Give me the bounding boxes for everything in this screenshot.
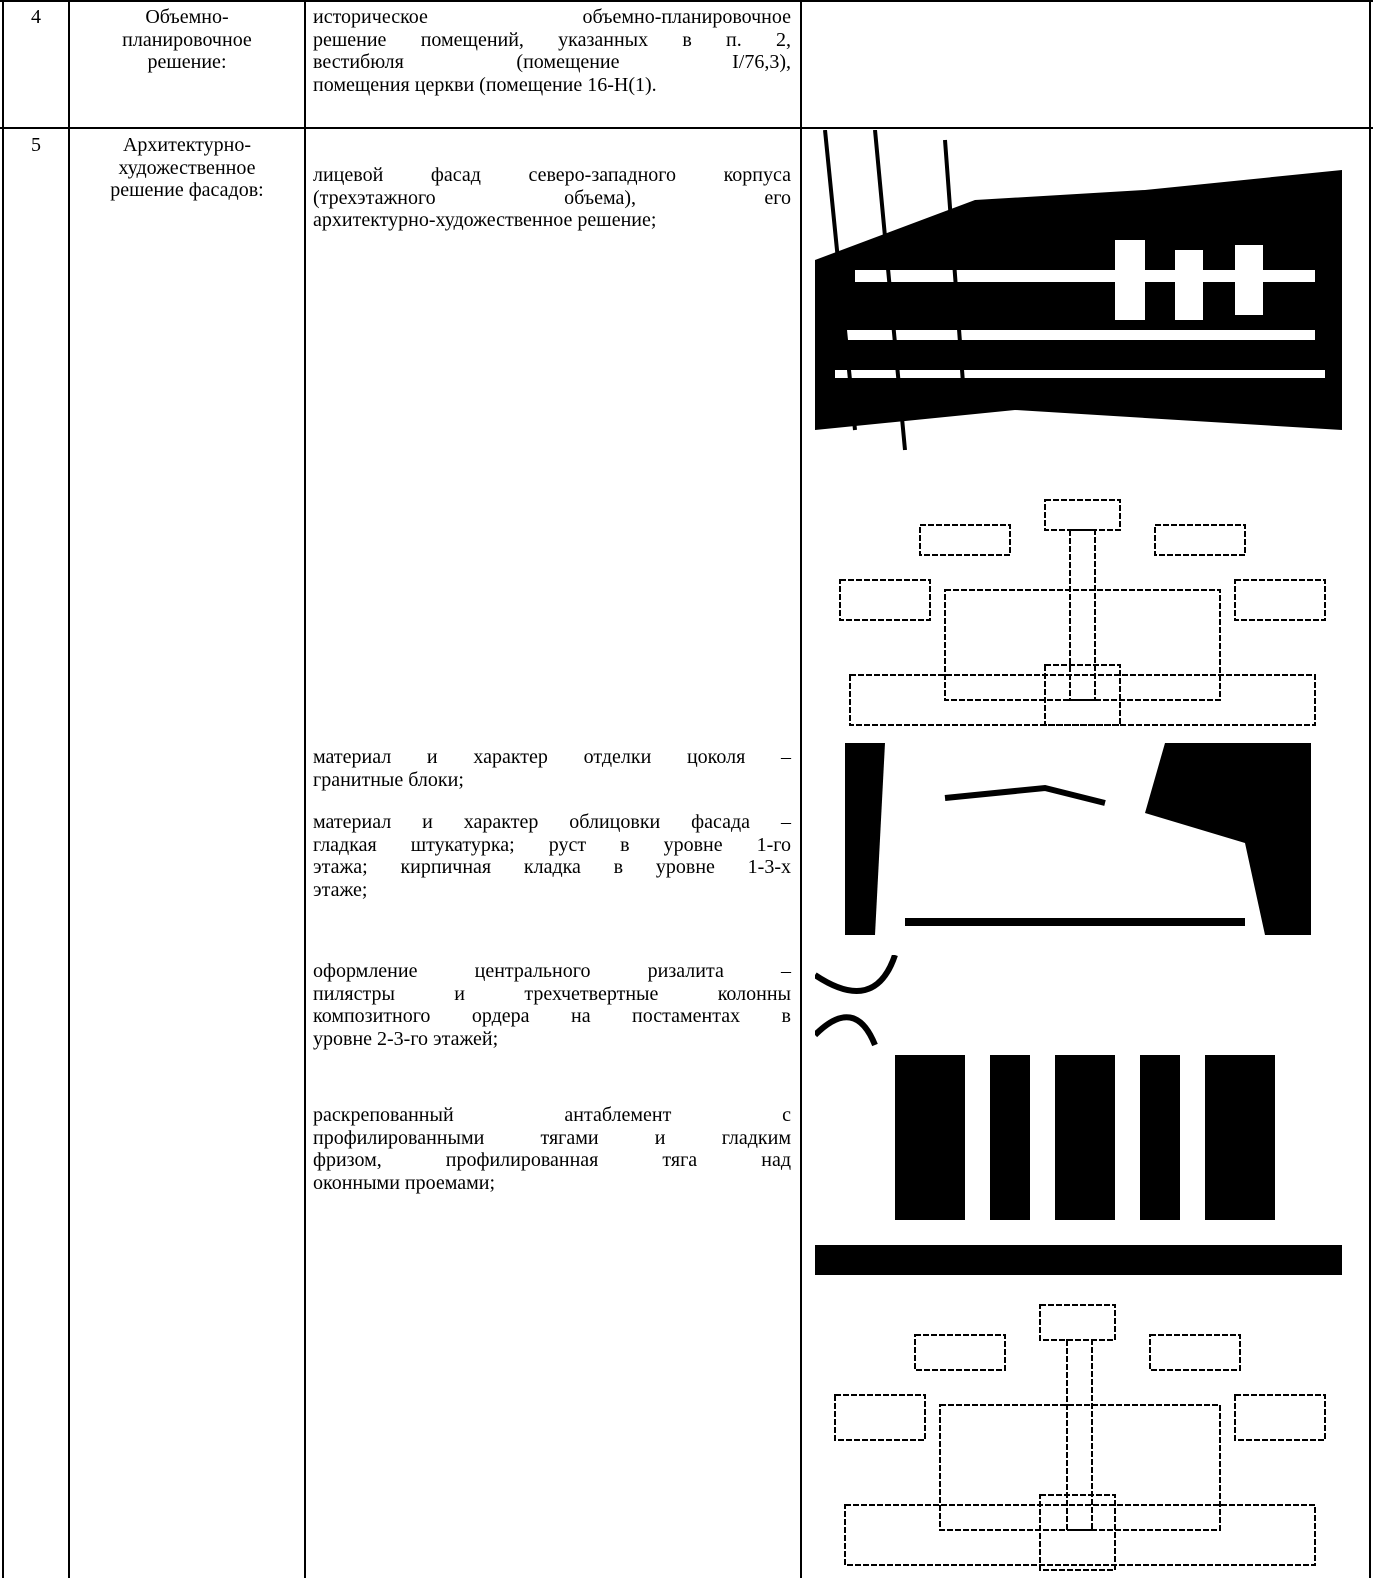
paragraph: материал и характер отделки цоколя – гран… [313, 746, 791, 791]
paragraph: историческое объемно-планировочное решени… [313, 6, 791, 96]
text-line: архитектурно-художественное решение; [313, 209, 657, 231]
text-line: этаже; [313, 878, 368, 901]
row-number: 5 [31, 134, 41, 156]
column-border [68, 0, 70, 1578]
text-line: историческое объемно-планировочное [313, 6, 791, 28]
text-line: решение помещений, указанных в п. 2, [313, 28, 791, 51]
heading-line: Архитектурно- [122, 134, 252, 156]
floor-plan [834, 1304, 1326, 1571]
paragraph: раскрепованный антаблемент с профилирован… [313, 1104, 791, 1194]
plinth-photo [845, 743, 1311, 935]
text-line: лицевой фасад северо-западного корпуса [313, 164, 791, 186]
row-heading: Объемно-планировочное решение: [70, 6, 304, 74]
facade-photo [815, 130, 1342, 482]
text-line: композитного ордера на постаментах в [313, 1005, 791, 1027]
text-line: помещения церкви (помещение 16-Н(1). [313, 73, 657, 96]
text-line: гладкая штукатурка; руст в уровне 1-го [313, 833, 791, 856]
table-border [1369, 0, 1371, 1578]
table-border [2, 0, 4, 1578]
text-line: уровне 2-3-го этажей; [313, 1027, 499, 1050]
text-line: пилястры и трехчетвертные колонны [313, 982, 791, 1005]
heading-line: художественное [118, 156, 256, 179]
text-line: вестибюля (помещение I/76,3), [313, 51, 791, 73]
paragraph: оформление центрального ризалита – пиляст… [313, 960, 791, 1050]
text-line: гранитные блоки; [313, 768, 464, 791]
text-line: фризом, профилированная тяга над [313, 1149, 791, 1171]
floor-plan [839, 499, 1326, 726]
text-line: (трехэтажного объема), его [313, 186, 791, 209]
row-border [0, 127, 1373, 129]
paragraph: лицевой фасад северо-западного корпуса (т… [313, 164, 791, 232]
heading-line: Объемно- [145, 6, 229, 28]
heading-line: решение фасадов: [110, 179, 264, 201]
heading-line: планировочное [122, 28, 252, 51]
heading-line: решение: [147, 51, 227, 73]
text-line: раскрепованный антаблемент с [313, 1104, 791, 1126]
text-line: материал и характер облицовки фасада – [313, 811, 791, 833]
text-line: оконными проемами; [313, 1171, 496, 1194]
risalit-photo [815, 955, 1342, 1283]
text-line: материал и характер отделки цоколя – [313, 746, 791, 768]
table-border [0, 0, 1373, 2]
text-line: профилированными тягами и гладким [313, 1126, 791, 1149]
text-line: оформление центрального ризалита – [313, 960, 791, 982]
row-heading: Архитектурно-художественное решение фасад… [70, 134, 304, 202]
column-border [304, 0, 306, 1578]
text-line: этажа; кирпичная кладка в уровне 1-3-х [313, 856, 791, 878]
row-number: 4 [31, 6, 41, 28]
paragraph: материал и характер облицовки фасада – гл… [313, 811, 791, 901]
column-border [800, 0, 802, 1578]
